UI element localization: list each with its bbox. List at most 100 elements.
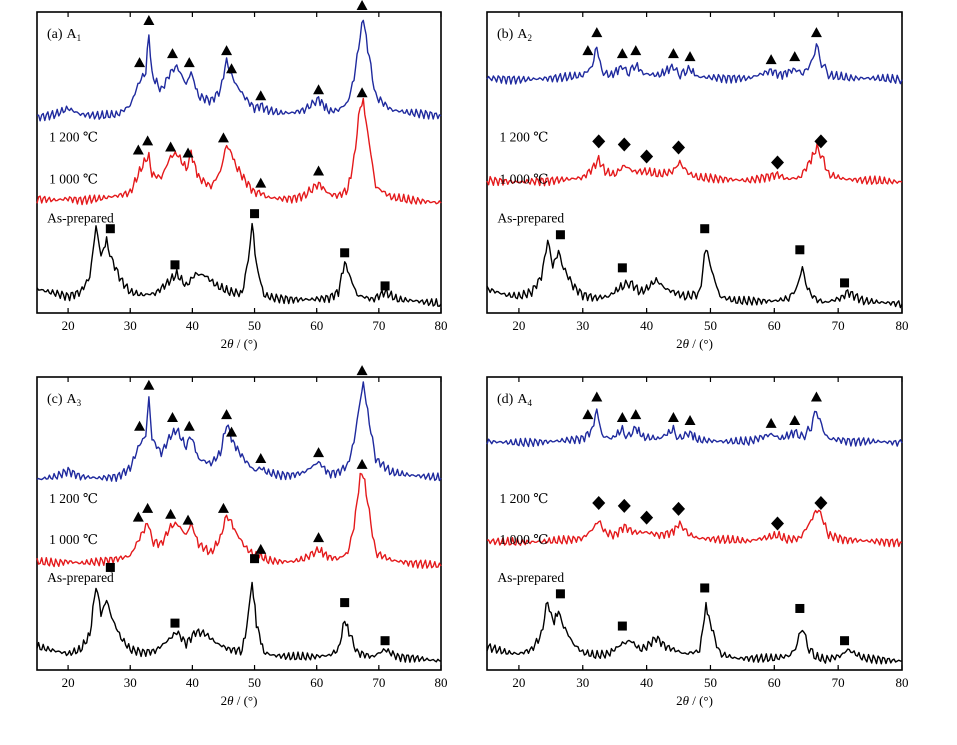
x-tick-label: 20 xyxy=(62,675,75,690)
triangle-marker xyxy=(165,508,177,519)
square-marker xyxy=(340,598,350,608)
triangle-marker xyxy=(313,532,325,543)
sample-subscript: 4 xyxy=(527,398,532,408)
square-marker xyxy=(250,554,260,564)
x-axis-title-post: / (°) xyxy=(689,336,713,351)
triangle-marker xyxy=(582,45,594,56)
diamond-marker xyxy=(592,134,606,149)
triangle-marker xyxy=(134,420,146,431)
x-tick-label: 60 xyxy=(310,675,323,690)
square-marker xyxy=(340,248,350,258)
sample-subscript: 2 xyxy=(527,33,532,43)
triangle-marker xyxy=(765,54,777,65)
square-marker xyxy=(250,209,260,219)
triangle-marker xyxy=(591,391,603,402)
x-tick-label: 60 xyxy=(310,318,323,333)
curve-label-1000: 1 000 ℃ xyxy=(499,172,548,187)
diamond-marker xyxy=(771,516,784,531)
plot-frame xyxy=(36,11,442,314)
triangle-marker xyxy=(356,365,368,376)
series-line-1000 xyxy=(486,142,903,187)
x-tick-label: 40 xyxy=(640,318,653,333)
x-tick-label: 20 xyxy=(512,318,525,333)
panel-d: 20 30 40 50 60 70 80 2θ / (°) (d) A4 1 200 ℃ 1 000 … xyxy=(486,376,909,708)
curve-label-1200: 1 200 ℃ xyxy=(49,491,98,506)
x-axis-title: 2θ / (°) xyxy=(676,693,713,708)
square-marker xyxy=(840,636,850,646)
panel-label: (b) xyxy=(497,27,514,42)
square-marker xyxy=(380,636,390,646)
triangle-marker xyxy=(182,514,194,525)
panel-title: (d) A4 xyxy=(497,392,532,408)
triangle-marker xyxy=(226,63,238,74)
series-line-as-prepared xyxy=(36,581,442,663)
x-tick-label: 30 xyxy=(576,675,589,690)
triangle-marker xyxy=(255,177,267,188)
sample-subscript: 1 xyxy=(77,33,82,43)
sample-subscript: 3 xyxy=(77,398,82,408)
x-tick-label: 30 xyxy=(124,675,137,690)
triangle-marker xyxy=(313,165,325,176)
triangle-marker xyxy=(810,27,822,38)
square-marker xyxy=(170,260,180,270)
x-axis-title: 2θ / (°) xyxy=(676,336,713,351)
x-tick-label: 30 xyxy=(124,318,137,333)
triangle-marker xyxy=(356,0,368,10)
x-tick-label: 80 xyxy=(435,318,448,333)
x-axis-title-pre: 2 xyxy=(676,336,683,351)
diamond-marker xyxy=(617,498,631,513)
x-tick-label: 70 xyxy=(832,675,845,690)
sample-name: A xyxy=(517,27,528,42)
curve-label-as-prepared: As-prepared xyxy=(47,570,114,585)
panel-label: (c) xyxy=(47,392,63,407)
diamond-marker xyxy=(814,495,828,510)
curve-label-1000: 1 000 ℃ xyxy=(49,172,98,187)
x-axis-title: 2θ / (°) xyxy=(221,693,258,708)
series-line-1200 xyxy=(36,381,442,482)
x-axis-title-post: / (°) xyxy=(233,336,257,351)
curve-label-as-prepared: As-prepared xyxy=(497,570,564,585)
x-tick-label: 80 xyxy=(896,318,909,333)
panel-a: 20 30 40 50 60 70 80 2θ / (°) (a) A1 1 200 ℃ 1 000 … xyxy=(36,0,448,351)
diamond-marker xyxy=(672,140,686,155)
triangle-marker xyxy=(255,453,267,464)
triangle-marker xyxy=(313,447,325,458)
triangle-marker xyxy=(765,417,777,428)
triangle-marker xyxy=(217,502,229,513)
square-marker xyxy=(795,245,805,255)
triangle-marker xyxy=(356,87,368,98)
triangle-marker xyxy=(255,90,267,101)
triangle-marker xyxy=(143,15,155,26)
triangle-marker xyxy=(165,141,177,152)
square-marker xyxy=(700,583,710,593)
square-marker xyxy=(617,263,627,273)
square-marker xyxy=(105,562,115,572)
plot-frame xyxy=(486,376,903,671)
x-axis-title-post: / (°) xyxy=(689,693,713,708)
triangle-marker xyxy=(582,409,594,420)
triangle-marker xyxy=(684,51,696,62)
panel-title: (c) A3 xyxy=(47,392,82,408)
x-tick-label: 50 xyxy=(248,675,261,690)
x-axis-title-var: θ xyxy=(227,693,234,708)
plot-frame xyxy=(36,376,442,671)
x-tick-label: 70 xyxy=(832,318,845,333)
triangle-marker xyxy=(132,144,144,155)
triangle-marker xyxy=(630,45,642,56)
diamond-marker xyxy=(771,155,784,170)
x-tick-label: 40 xyxy=(186,675,199,690)
panel-label: (d) xyxy=(497,392,514,407)
diamond-marker xyxy=(672,501,686,516)
triangle-marker xyxy=(142,135,154,146)
curve-label-as-prepared: As-prepared xyxy=(47,211,114,226)
sample-name: A xyxy=(67,27,78,42)
x-axis-title-pre: 2 xyxy=(676,693,683,708)
x-tick-label: 60 xyxy=(768,318,781,333)
triangle-marker xyxy=(183,57,195,68)
square-marker xyxy=(380,281,390,291)
triangle-marker xyxy=(684,414,696,425)
x-tick-label: 70 xyxy=(372,318,385,333)
triangle-marker xyxy=(616,412,628,423)
triangle-marker xyxy=(221,45,233,56)
